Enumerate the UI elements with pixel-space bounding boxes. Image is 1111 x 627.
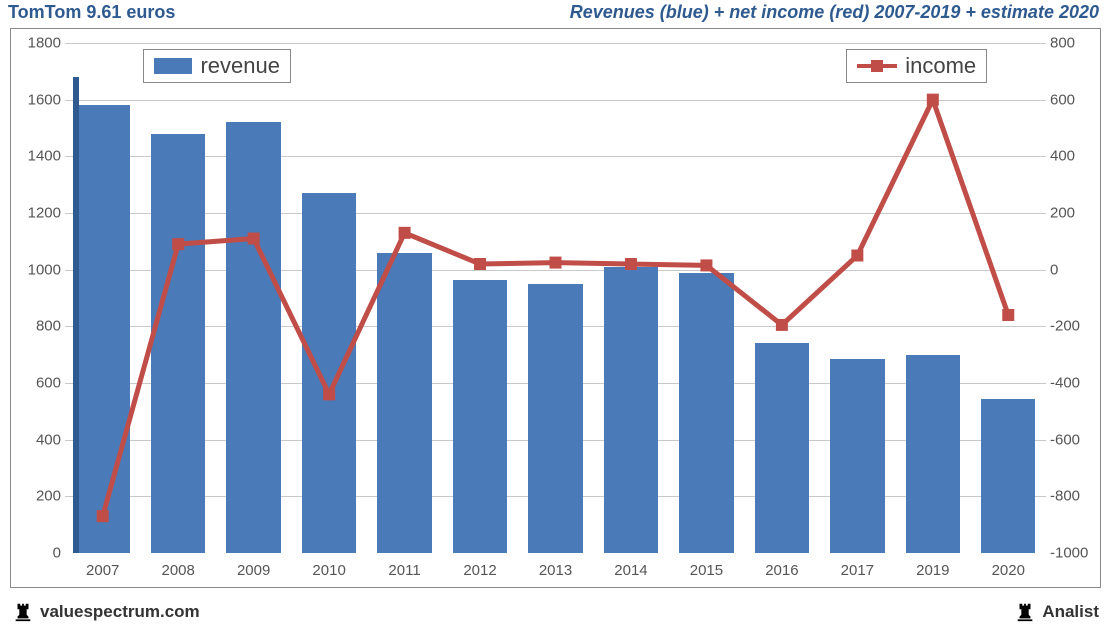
x-tick: 2019 [916,562,949,579]
y-tick-right: -1000 [1050,545,1096,562]
legend-label-income: income [905,53,976,79]
plot-area: 020040060080010001200140016001800-1000-8… [65,43,1046,553]
y-tick-left: 800 [15,318,61,335]
y-tick-left: 400 [15,431,61,448]
x-tick: 2012 [463,562,496,579]
bar [981,399,1035,553]
gridline [65,270,1046,271]
rook-icon [1014,601,1036,623]
bar [528,284,582,553]
chart-header: TomTom 9.61 euros Revenues (blue) + net … [0,0,1111,28]
x-tick: 2013 [539,562,572,579]
bar [679,273,733,554]
bar [302,193,356,553]
x-tick: 2017 [841,562,874,579]
legend-swatch-bar [154,58,192,74]
gridline [65,213,1046,214]
legend-swatch-marker [871,60,883,72]
y-tick-right: 800 [1050,35,1096,52]
x-tick: 2020 [992,562,1025,579]
footer-right: Analist [1014,601,1099,623]
x-tick: 2016 [765,562,798,579]
x-tick: 2015 [690,562,723,579]
gridline [65,100,1046,101]
x-tick: 2011 [388,562,420,579]
income-marker [1002,309,1014,321]
x-tick: 2008 [162,562,195,579]
bar [755,343,809,553]
bar [76,105,130,553]
y-tick-right: 0 [1050,261,1096,278]
y-tick-right: -800 [1050,488,1096,505]
legend-revenue: revenue [143,49,291,83]
bar [453,280,507,553]
x-tick: 2009 [237,562,270,579]
bar [906,355,960,553]
bar [604,267,658,553]
income-marker [851,250,863,262]
x-tick: 2007 [86,562,119,579]
bar [830,359,884,553]
x-tick: 2014 [614,562,647,579]
income-marker [550,257,562,269]
gridline [65,43,1046,44]
y-tick-left: 1600 [15,91,61,108]
bar [226,122,280,553]
y-tick-left: 1000 [15,261,61,278]
bar [151,134,205,553]
income-marker [776,319,788,331]
bar [377,253,431,553]
y-tick-left: 1200 [15,205,61,222]
y-tick-right: 600 [1050,91,1096,108]
x-tick: 2010 [312,562,345,579]
footer-left-text: valuespectrum.com [40,602,200,622]
y-tick-left: 1800 [15,35,61,52]
legend-income: income [846,49,987,83]
footer-right-text: Analist [1042,602,1099,622]
y-tick-left: 200 [15,488,61,505]
header-left: TomTom 9.61 euros [8,2,175,23]
y-tick-right: -400 [1050,375,1096,392]
income-marker [399,227,411,239]
y-tick-right: 400 [1050,148,1096,165]
legend-swatch-line [857,64,897,68]
y-tick-right: -200 [1050,318,1096,335]
y-tick-right: 200 [1050,205,1096,222]
chart-footer: valuespectrum.com Analist [0,597,1111,627]
y-tick-left: 600 [15,375,61,392]
y-tick-left: 1400 [15,148,61,165]
chart-frame: 0 200 400 600 800 1000 1200 1400 1600 1800 -1000 -8… [10,28,1101,588]
header-right: Revenues (blue) + net income (red) 2007-… [570,2,1099,23]
gridline [65,156,1046,157]
y-tick-right: -600 [1050,431,1096,448]
income-marker [474,258,486,270]
footer-left: valuespectrum.com [12,601,200,623]
rook-icon [12,601,34,623]
y-tick-left: 0 [15,545,61,562]
legend-label-revenue: revenue [200,53,280,79]
bar-spike [73,77,79,553]
